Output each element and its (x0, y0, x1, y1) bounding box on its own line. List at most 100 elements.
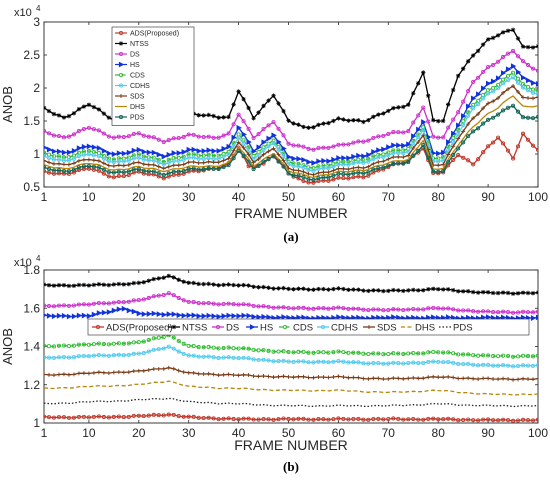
data-point (116, 352, 121, 357)
data-point (525, 354, 531, 359)
data-point (535, 314, 538, 321)
data-point (216, 302, 221, 307)
data-point (501, 141, 506, 146)
data-point (506, 377, 511, 382)
data-point (301, 359, 306, 364)
data-point (196, 148, 202, 154)
data-point (96, 107, 102, 112)
data-point (326, 175, 331, 180)
data-point (101, 309, 108, 316)
data-point (371, 376, 376, 381)
data-point (121, 170, 126, 175)
data-point (66, 134, 71, 139)
data-point (421, 105, 426, 110)
data-point (351, 375, 356, 380)
data-point (311, 417, 316, 422)
data-point (221, 345, 226, 351)
data-point (271, 132, 277, 139)
data-point (306, 146, 311, 151)
data-point (326, 417, 331, 422)
data-point (515, 109, 521, 114)
data-point (361, 376, 366, 381)
data-point (431, 169, 436, 174)
data-point (251, 116, 256, 121)
data-point (236, 112, 241, 117)
data-point (356, 350, 361, 355)
data-point (301, 175, 306, 180)
data-point (221, 282, 226, 288)
data-point (86, 313, 93, 319)
data-point (426, 93, 431, 98)
data-point (356, 287, 361, 292)
data-point (331, 144, 336, 149)
series-line (44, 334, 538, 358)
x-tick-label: 10 (82, 190, 96, 204)
data-point (106, 134, 111, 139)
data-point (241, 145, 246, 150)
data-point (496, 310, 501, 315)
data-point (151, 310, 158, 317)
series-line (44, 85, 538, 176)
data-point (436, 286, 441, 292)
data-point (391, 287, 396, 293)
data-point (475, 290, 481, 295)
data-point (306, 350, 311, 355)
data-point (46, 108, 52, 114)
data-point (46, 166, 52, 172)
data-point (530, 66, 536, 71)
legend-entry-label: CDS (130, 73, 145, 80)
data-point (191, 146, 197, 153)
data-point (176, 368, 181, 373)
data-point (176, 163, 181, 168)
data-point (366, 417, 371, 422)
data-point (421, 351, 426, 356)
data-point (221, 372, 226, 377)
data-point (271, 375, 276, 380)
data-point (186, 169, 191, 174)
data-point (401, 151, 406, 156)
data-point (86, 143, 93, 150)
data-point (151, 149, 158, 156)
data-point (386, 361, 391, 366)
data-point (221, 355, 226, 360)
data-point (331, 417, 336, 422)
data-point (251, 167, 256, 172)
data-point (316, 164, 321, 169)
data-point (226, 416, 231, 421)
data-point (486, 314, 492, 321)
data-point (530, 116, 536, 121)
data-point (196, 301, 201, 306)
data-point (466, 376, 471, 381)
data-point (166, 344, 171, 349)
data-point (346, 360, 351, 365)
data-point (131, 160, 136, 165)
data-point (476, 126, 481, 131)
series-ds (44, 48, 538, 152)
data-point (201, 301, 206, 306)
data-point (501, 77, 506, 82)
data-point (421, 143, 426, 148)
data-point (455, 289, 461, 294)
data-point (406, 160, 411, 165)
data-point (196, 113, 201, 118)
data-point (476, 112, 481, 117)
data-point (525, 290, 531, 296)
data-point (66, 313, 73, 320)
data-point (201, 313, 207, 319)
data-point (456, 153, 461, 158)
data-point (371, 307, 376, 312)
data-point (221, 154, 226, 159)
data-point (126, 414, 131, 419)
data-point (231, 282, 236, 288)
data-point (44, 303, 47, 308)
data-point (411, 350, 416, 356)
data-point (530, 291, 536, 296)
data-point (276, 314, 282, 321)
data-point (296, 168, 301, 173)
data-point (261, 126, 266, 132)
data-point (535, 353, 538, 358)
data-point (466, 158, 471, 163)
data-point (336, 359, 341, 364)
data-point (106, 174, 111, 179)
data-point (326, 158, 332, 165)
